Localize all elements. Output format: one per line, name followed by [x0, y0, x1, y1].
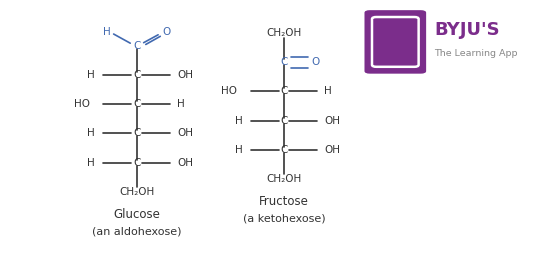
Text: C: C: [133, 70, 140, 80]
Text: H: H: [87, 128, 95, 138]
Text: Glucose: Glucose: [113, 208, 160, 221]
Text: Fructose: Fructose: [259, 195, 309, 209]
Text: BYJU'S: BYJU'S: [434, 21, 500, 39]
Text: C: C: [280, 116, 288, 126]
Text: H: H: [103, 27, 111, 37]
Text: CH₂OH: CH₂OH: [119, 187, 154, 197]
FancyBboxPatch shape: [364, 10, 426, 74]
Text: CH₂OH: CH₂OH: [266, 174, 302, 184]
Text: H: H: [234, 116, 242, 126]
Text: C: C: [133, 128, 140, 138]
Text: C: C: [133, 99, 140, 109]
Text: HO: HO: [221, 86, 238, 97]
Text: C: C: [280, 145, 288, 155]
Text: C: C: [280, 57, 288, 67]
Text: (a ketohexose): (a ketohexose): [243, 213, 326, 224]
Text: O: O: [311, 57, 319, 67]
Text: CH₂OH: CH₂OH: [266, 28, 302, 38]
Text: H: H: [87, 157, 95, 168]
Text: O: O: [162, 27, 170, 37]
Text: C: C: [280, 86, 288, 97]
Text: H: H: [325, 86, 332, 97]
Text: HO: HO: [74, 99, 90, 109]
Text: OH: OH: [325, 145, 340, 155]
Text: OH: OH: [177, 128, 193, 138]
Text: OH: OH: [177, 70, 193, 80]
Text: H: H: [177, 99, 185, 109]
Text: C: C: [133, 41, 140, 51]
Text: H: H: [87, 70, 95, 80]
Text: OH: OH: [177, 157, 193, 168]
Text: (an aldohexose): (an aldohexose): [92, 226, 181, 236]
Text: C: C: [133, 157, 140, 168]
Text: H: H: [234, 145, 242, 155]
Text: The Learning App: The Learning App: [434, 49, 518, 58]
Text: OH: OH: [325, 116, 340, 126]
